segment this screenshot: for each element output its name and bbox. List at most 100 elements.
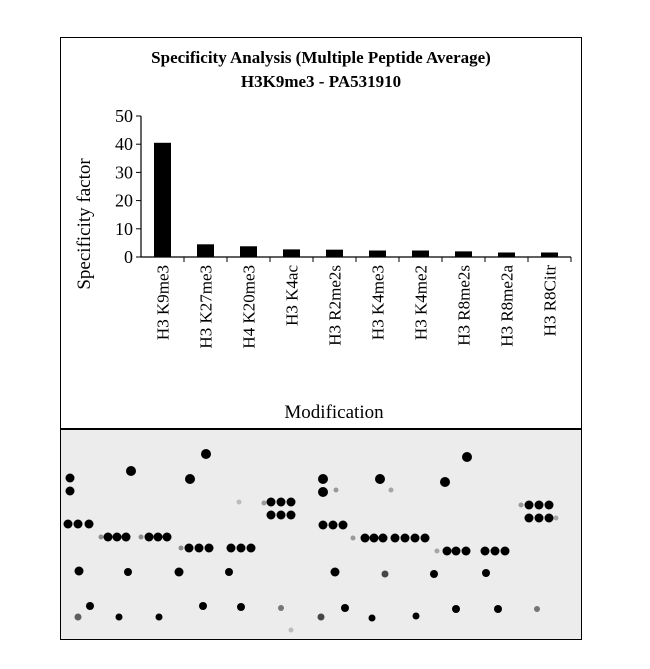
x-axis-label: Modification (284, 402, 384, 423)
blot-spot (124, 568, 132, 576)
blot-spot (480, 546, 490, 556)
blot-spot (261, 500, 267, 506)
blot-spot (462, 452, 472, 462)
blot-spot (199, 602, 207, 610)
bar (541, 252, 558, 257)
blot-spot (461, 546, 471, 556)
blot-spot (266, 510, 276, 520)
blot-spot (524, 500, 534, 510)
blot-spot (73, 519, 83, 529)
blot-spots (63, 449, 559, 633)
blot-spot (162, 532, 172, 542)
blot-spot (400, 533, 410, 543)
blot-spot (338, 520, 348, 530)
x-tick-label: H3 K27me3 (197, 265, 216, 349)
blot-spot (524, 513, 534, 523)
chart-panel: Specificity Analysis (Multiple Peptide A… (60, 37, 582, 429)
blot-spot (482, 569, 490, 577)
blot-spot (204, 543, 214, 553)
peptide-array-blot (60, 429, 582, 640)
blot-spot (276, 497, 286, 507)
x-tick-label: H3 K4me3 (369, 265, 388, 340)
blot-spot (103, 532, 113, 542)
bars (154, 142, 558, 257)
blot-spot (266, 497, 276, 507)
blot-spot (237, 603, 245, 611)
blot-spot (534, 606, 540, 612)
blot-spot (490, 546, 500, 556)
blot-spot (174, 567, 184, 577)
blot-spot (74, 613, 82, 621)
blot-spot (74, 566, 84, 576)
y-tick-label: 50 (115, 106, 133, 126)
blot-spot (112, 532, 122, 542)
blot-spot (378, 533, 388, 543)
blot-spot (434, 548, 440, 554)
blot-spot (412, 612, 420, 620)
blot-spot (226, 543, 236, 553)
blot-spot (544, 513, 554, 523)
x-tick-label: H3 R8me2s (455, 265, 474, 346)
blot-spot (201, 449, 211, 459)
blot-spot (390, 533, 400, 543)
blot-spot (121, 532, 131, 542)
blot-spot (318, 487, 328, 497)
blot-spot (440, 477, 450, 487)
blot-spot (98, 534, 104, 540)
blot-spot (341, 604, 349, 612)
blot-spot (184, 543, 194, 553)
blot-spot (368, 614, 376, 622)
blot-spot (375, 474, 385, 484)
blot-spot (286, 497, 296, 507)
blot-spot (544, 500, 554, 510)
chart-title: Specificity Analysis (Multiple Peptide A… (151, 48, 491, 67)
blot-spot (553, 515, 559, 521)
x-tick-label: H4 K20me3 (240, 265, 259, 349)
blot-spot (115, 613, 123, 621)
blot-spot (451, 546, 461, 556)
blot-spot (84, 519, 94, 529)
x-tick-label: H3 K9me3 (154, 265, 173, 340)
bar (154, 142, 171, 257)
y-tick-label: 20 (115, 191, 133, 211)
bar (197, 244, 214, 257)
blot-spot (350, 535, 356, 541)
blot-spot (126, 466, 136, 476)
blot-spot (442, 546, 452, 556)
bar (455, 251, 472, 257)
y-tick-label: 40 (115, 134, 133, 154)
x-tick-label: H3 K4ac (283, 265, 302, 326)
blot-spot (236, 499, 242, 505)
blot-spot (236, 543, 246, 553)
x-tick-label: H3 R8me2a (498, 265, 517, 347)
blot-spot (500, 546, 510, 556)
bar (326, 249, 343, 257)
y-tick-label: 30 (115, 162, 133, 182)
blot-spot (63, 519, 73, 529)
blot-spot (288, 627, 294, 633)
blot-spot (328, 520, 338, 530)
blot-spot (144, 532, 154, 542)
blot-spot (178, 545, 184, 551)
blot-spot (410, 533, 420, 543)
blot-spot (369, 533, 379, 543)
blot-spot (86, 602, 94, 610)
bar (240, 246, 257, 257)
blot-spot (420, 533, 430, 543)
blot-spot (185, 474, 195, 484)
axes (140, 116, 571, 258)
blot-spot (318, 520, 328, 530)
blot-spot (225, 568, 233, 576)
bar (412, 250, 429, 257)
bar (498, 252, 515, 257)
blot-spot (278, 605, 284, 611)
blot-spot (534, 500, 544, 510)
blot-spot (360, 533, 370, 543)
blot-spot (65, 486, 75, 496)
x-tick-label: H3 R2me2s (326, 265, 345, 346)
blot-spot (381, 570, 389, 578)
y-ticks: 0 10 20 30 40 50 (115, 106, 141, 267)
blot-spot (194, 543, 204, 553)
blot-spot (246, 543, 256, 553)
